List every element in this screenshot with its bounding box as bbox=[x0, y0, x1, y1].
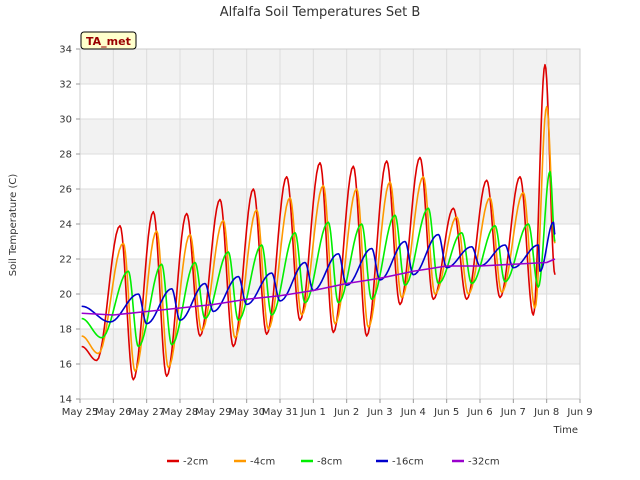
legend-label: -4cm bbox=[250, 457, 275, 468]
x-tick-label: Jun 9 bbox=[566, 407, 592, 418]
series-layer bbox=[81, 63, 556, 381]
series-line-4 bbox=[81, 258, 556, 316]
chart-title: Alfalfa Soil Temperatures Set B bbox=[220, 5, 421, 20]
y-axis-label: Soil Temperature (C) bbox=[8, 174, 19, 277]
y-tick-label: 24 bbox=[59, 220, 72, 231]
x-tick-label: Jun 7 bbox=[500, 407, 526, 418]
y-tick-label: 28 bbox=[59, 150, 72, 161]
y-tick-label: 30 bbox=[59, 115, 72, 126]
plot-band bbox=[80, 119, 580, 154]
x-tick-label: Jun 4 bbox=[400, 407, 426, 418]
badge-label: TA_met bbox=[86, 35, 131, 48]
x-tick-label: Jun 6 bbox=[466, 407, 492, 418]
y-tick-label: 22 bbox=[59, 255, 72, 266]
x-tick-label: Jun 5 bbox=[433, 407, 459, 418]
y-tick-label: 14 bbox=[59, 395, 72, 406]
x-tick-label: May 29 bbox=[195, 407, 232, 418]
x-tick-label: Jun 3 bbox=[366, 407, 392, 418]
series-line-2 bbox=[81, 170, 556, 348]
x-tick-label: Jun 1 bbox=[300, 407, 326, 418]
legend-label: -8cm bbox=[317, 457, 342, 468]
y-tick-label: 20 bbox=[59, 290, 72, 301]
ta-met-badge: TA_met bbox=[80, 31, 137, 50]
plot-band bbox=[80, 329, 580, 364]
x-tick-label: May 28 bbox=[162, 407, 199, 418]
y-tick-label: 34 bbox=[59, 45, 72, 56]
y-tick-label: 26 bbox=[59, 185, 72, 196]
x-tick-label: May 26 bbox=[95, 407, 132, 418]
legend-label: -16cm bbox=[392, 457, 424, 468]
legend: -2cm -4cm -8cm -16cm -32cm bbox=[167, 457, 500, 468]
legend-label: -2cm bbox=[183, 457, 208, 468]
x-tick-label: Jun 8 bbox=[533, 407, 559, 418]
x-axis-label: Time bbox=[553, 425, 578, 436]
y-tick-label: 32 bbox=[59, 80, 72, 91]
plot-band bbox=[80, 189, 580, 224]
x-tick-label: May 31 bbox=[262, 407, 299, 418]
badge-box bbox=[80, 31, 137, 50]
y-tick-label: 18 bbox=[59, 325, 72, 336]
y-tick-label: 16 bbox=[59, 360, 72, 371]
x-tick-label: May 27 bbox=[128, 407, 165, 418]
plot-bands bbox=[80, 49, 580, 364]
legend-label: -32cm bbox=[468, 457, 500, 468]
series-line-1 bbox=[81, 105, 556, 372]
series-line-0 bbox=[81, 63, 556, 381]
x-tick-label: Jun 2 bbox=[333, 407, 359, 418]
x-tick-label: May 25 bbox=[62, 407, 99, 418]
series-line-3 bbox=[81, 221, 556, 325]
plot-band bbox=[80, 49, 580, 84]
y-axis-ticks: 14 16 18 20 22 24 26 28 30 32 34 bbox=[59, 45, 80, 406]
x-tick-label: May 30 bbox=[228, 407, 265, 418]
